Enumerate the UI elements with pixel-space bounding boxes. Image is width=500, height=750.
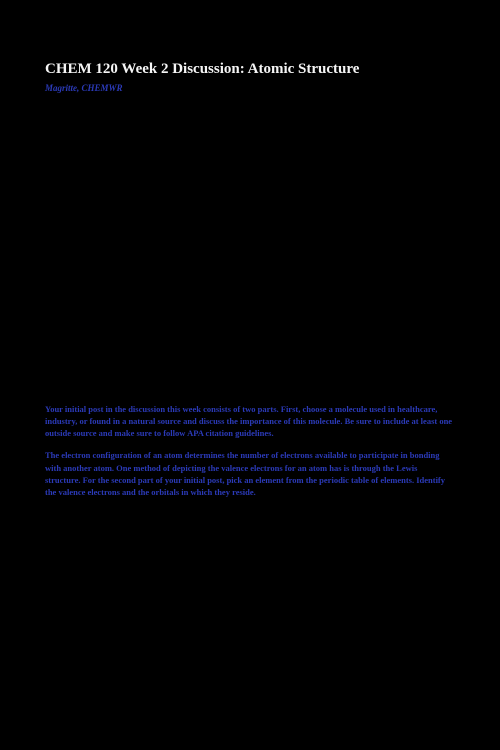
body-paragraph-1: Your initial post in the discussion this…: [45, 403, 455, 440]
page-subtitle: Magritte, CHEMWR: [45, 83, 455, 93]
page-title: CHEM 120 Week 2 Discussion: Atomic Struc…: [45, 60, 455, 80]
body-paragraph-2: The electron configuration of an atom de…: [45, 449, 455, 498]
